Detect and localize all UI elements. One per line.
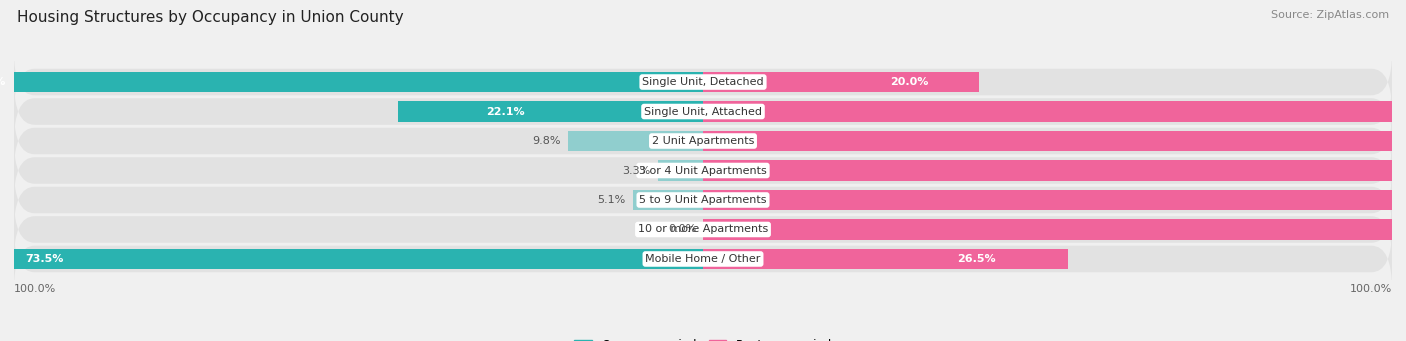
Text: 26.5%: 26.5% bbox=[957, 254, 997, 264]
Bar bbox=[658, 161, 703, 180]
Bar bbox=[703, 249, 1069, 269]
FancyBboxPatch shape bbox=[14, 139, 1392, 202]
Legend: Owner-occupied, Renter-occupied: Owner-occupied, Renter-occupied bbox=[569, 334, 837, 341]
FancyBboxPatch shape bbox=[14, 80, 1392, 143]
Text: 3.3%: 3.3% bbox=[623, 165, 651, 176]
Bar bbox=[633, 190, 703, 210]
Text: 9.8%: 9.8% bbox=[533, 136, 561, 146]
Bar bbox=[0, 249, 703, 269]
Text: Mobile Home / Other: Mobile Home / Other bbox=[645, 254, 761, 264]
Text: 73.5%: 73.5% bbox=[25, 254, 63, 264]
Text: Housing Structures by Occupancy in Union County: Housing Structures by Occupancy in Union… bbox=[17, 10, 404, 25]
FancyBboxPatch shape bbox=[14, 110, 1392, 172]
FancyBboxPatch shape bbox=[14, 228, 1392, 290]
Text: Single Unit, Detached: Single Unit, Detached bbox=[643, 77, 763, 87]
Text: 3 or 4 Unit Apartments: 3 or 4 Unit Apartments bbox=[640, 165, 766, 176]
Text: Source: ZipAtlas.com: Source: ZipAtlas.com bbox=[1271, 10, 1389, 20]
Bar bbox=[703, 220, 1406, 239]
Text: 5.1%: 5.1% bbox=[598, 195, 626, 205]
Text: 20.0%: 20.0% bbox=[890, 77, 929, 87]
Bar bbox=[398, 102, 703, 121]
FancyBboxPatch shape bbox=[14, 169, 1392, 231]
Text: Single Unit, Attached: Single Unit, Attached bbox=[644, 106, 762, 117]
Text: 22.1%: 22.1% bbox=[485, 106, 524, 117]
Bar bbox=[703, 161, 1406, 180]
Bar bbox=[703, 102, 1406, 121]
Text: 5 to 9 Unit Apartments: 5 to 9 Unit Apartments bbox=[640, 195, 766, 205]
Text: 0.0%: 0.0% bbox=[668, 224, 696, 235]
Text: 100.0%: 100.0% bbox=[1350, 284, 1392, 294]
Bar bbox=[0, 72, 703, 92]
Bar bbox=[703, 72, 979, 92]
Text: 10 or more Apartments: 10 or more Apartments bbox=[638, 224, 768, 235]
Text: 2 Unit Apartments: 2 Unit Apartments bbox=[652, 136, 754, 146]
FancyBboxPatch shape bbox=[14, 51, 1392, 113]
Bar bbox=[568, 131, 703, 151]
Bar bbox=[703, 131, 1406, 151]
Bar bbox=[703, 190, 1406, 210]
FancyBboxPatch shape bbox=[14, 198, 1392, 261]
Text: 100.0%: 100.0% bbox=[14, 284, 56, 294]
Text: 80.0%: 80.0% bbox=[0, 77, 6, 87]
